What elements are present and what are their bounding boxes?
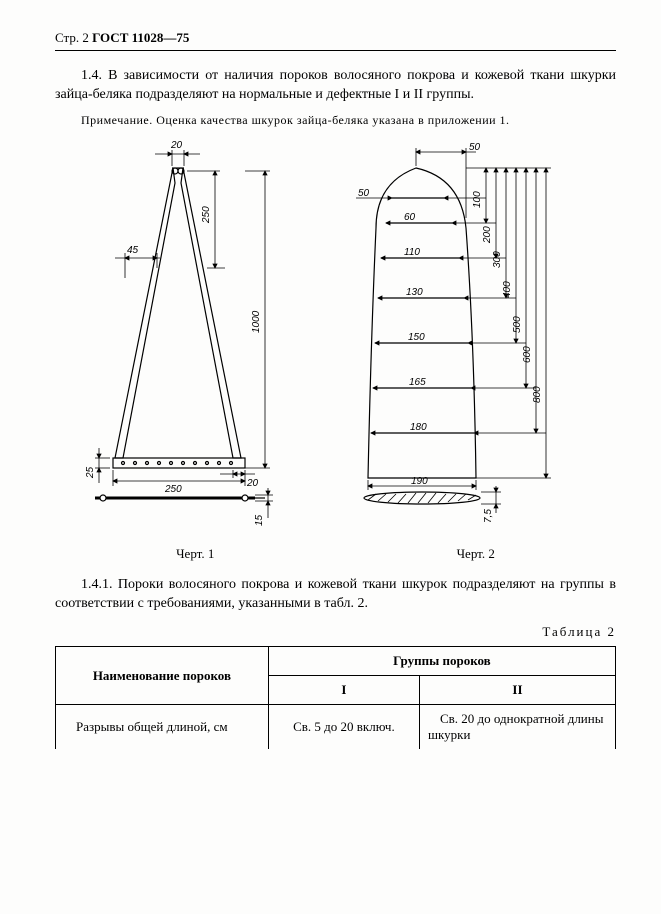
page-header: Стр. 2 ГОСТ 11028—75 bbox=[55, 30, 616, 51]
dim-45: 45 bbox=[127, 245, 139, 256]
dim-250b: 250 bbox=[164, 484, 182, 495]
dim2-h4: 500 bbox=[512, 316, 523, 333]
table-2-label: Таблица 2 bbox=[55, 624, 616, 640]
dim2-bh: 7,5 bbox=[483, 509, 494, 523]
note-1: Примечание. Оценка качества шкурок зайца… bbox=[55, 113, 616, 129]
th-g2: II bbox=[419, 676, 615, 705]
dim2-h1: 200 bbox=[482, 226, 493, 244]
figure-1: 20 250 45 1000 250 20 25 15 bbox=[55, 138, 305, 538]
dim2-h6: 800 bbox=[532, 386, 543, 403]
figures-row: 20 250 45 1000 250 20 25 15 bbox=[55, 138, 616, 538]
dim-1000: 1000 bbox=[251, 311, 262, 334]
dim-15: 15 bbox=[254, 515, 265, 527]
th-g1: I bbox=[268, 676, 419, 705]
figure-2: 50 50 60 110 130 150 165 180 100 200 300… bbox=[326, 138, 616, 538]
th-name: Наименование пороков bbox=[56, 647, 269, 705]
dim-20b: 20 bbox=[246, 478, 259, 489]
dim2-top: 50 bbox=[469, 142, 481, 153]
dim2-h5: 600 bbox=[522, 346, 533, 363]
page-number: Стр. 2 bbox=[55, 30, 89, 45]
dim2-w1: 60 bbox=[404, 212, 416, 223]
dim2-w4: 150 bbox=[408, 332, 425, 343]
dim2-h2: 300 bbox=[492, 251, 503, 268]
td-g2-1: Св. 20 до однократной длины шкурки bbox=[419, 705, 615, 750]
figure-1-caption: Черт. 1 bbox=[55, 546, 336, 562]
dim2-w0: 50 bbox=[358, 188, 370, 199]
table-2: Наименование пороков Группы пороков I II… bbox=[55, 646, 616, 749]
dim-top: 20 bbox=[170, 140, 183, 151]
dim-25: 25 bbox=[85, 467, 96, 480]
figure-captions: Черт. 1 Черт. 2 bbox=[55, 546, 616, 562]
dim2-w2: 110 bbox=[404, 247, 420, 258]
dim2-w3: 130 bbox=[406, 287, 423, 298]
td-name-1: Разрывы общей длиной, см bbox=[56, 705, 269, 750]
paragraph-1-4: 1.4. В зависимости от наличия пороков во… bbox=[55, 67, 616, 105]
figure-2-caption: Черт. 2 bbox=[336, 546, 617, 562]
th-groups: Группы пороков bbox=[268, 647, 615, 676]
td-g1-1: Св. 5 до 20 включ. bbox=[268, 705, 419, 750]
dim-250r: 250 bbox=[201, 206, 212, 224]
dim2-w6: 180 bbox=[410, 422, 427, 433]
dim2-h3: 400 bbox=[502, 281, 513, 298]
dim2-bw: 190 bbox=[411, 476, 428, 487]
paragraph-1-4-1: 1.4.1. Пороки волосяного покрова и кожев… bbox=[55, 576, 616, 614]
dim2-w5: 165 bbox=[409, 377, 426, 388]
gost-code: ГОСТ 11028—75 bbox=[92, 30, 189, 45]
dim2-h0: 100 bbox=[472, 191, 483, 208]
